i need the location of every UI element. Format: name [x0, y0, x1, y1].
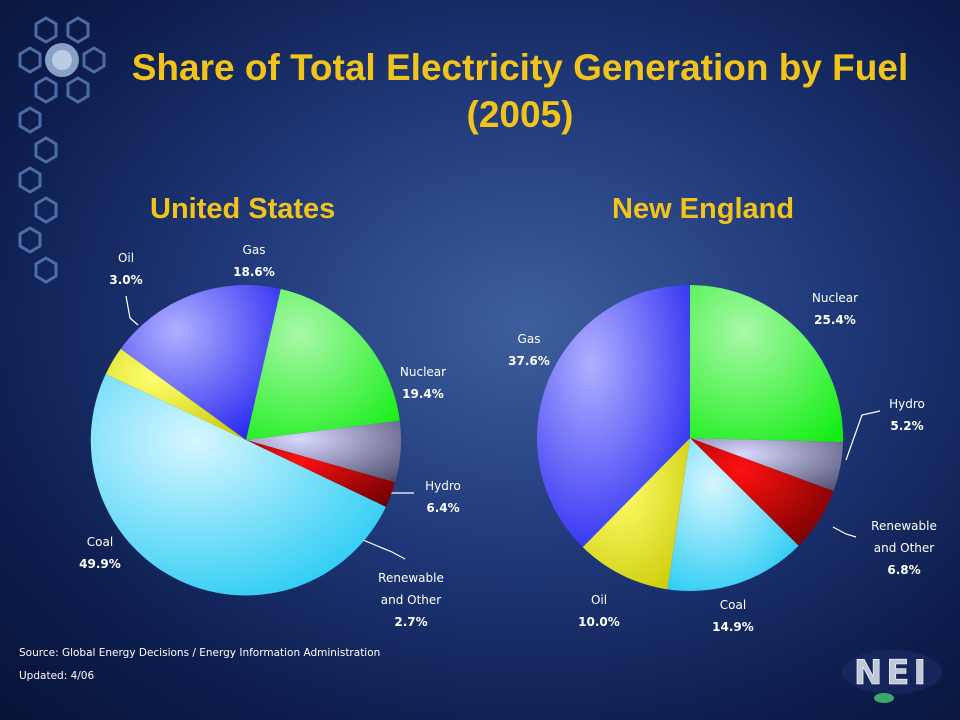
us-slice-renewableandother	[246, 440, 396, 507]
us-label-hydro: Hydro	[425, 479, 461, 493]
us-value-gas: 18.6%	[233, 265, 275, 279]
ne-label-nuclear: Nuclear	[812, 291, 858, 305]
us-value-oil: 3.0%	[109, 273, 142, 287]
us-slice-nuclear	[246, 288, 400, 440]
us-chart-title: United States	[150, 193, 336, 225]
updated-note: Updated: 4/06	[19, 670, 95, 682]
ne-slice-nuclear	[690, 285, 844, 443]
us-value-coal: 49.9%	[79, 557, 121, 571]
source-note: Source: Global Energy Decisions / Energy…	[19, 647, 381, 659]
us-value-renewableandother: 2.7%	[394, 615, 427, 629]
ne-label-oil: Oil	[591, 593, 607, 607]
ne-leader-line-renewableandother	[832, 526, 857, 538]
nei-logo-text: NEI	[854, 653, 930, 693]
ne-value-gas: 37.6%	[508, 354, 550, 368]
us-label-renewableandother-line-2: and Other	[381, 593, 442, 607]
us-leader-line-renewableandother	[362, 539, 406, 560]
ne-value-hydro: 5.2%	[890, 419, 923, 433]
us-label-renewableandother-line-1: Renewable	[378, 571, 444, 585]
ne-label-renewableandother-line-2: and Other	[874, 541, 935, 555]
us-slice-hydro	[246, 420, 402, 483]
us-leader-line-oil	[125, 295, 139, 326]
us-label-oil: Oil	[118, 251, 134, 265]
ne-value-coal: 14.9%	[712, 620, 754, 634]
ne-slice-coal	[667, 438, 799, 591]
ne-slice-hydro	[690, 438, 843, 492]
ne-leader-line-hydro	[845, 410, 881, 461]
us-value-nuclear: 19.4%	[402, 387, 444, 401]
page-title: Share of Total Electricity Generation by…	[131, 47, 909, 135]
us-label-nuclear: Nuclear	[400, 365, 446, 379]
us-slice-gas	[120, 285, 281, 440]
us-slice-coal	[90, 374, 386, 596]
ne-slice-renewableandother	[690, 438, 834, 546]
ne-slice-gas	[536, 285, 690, 548]
us-value-hydro: 6.4%	[426, 501, 459, 515]
us-label-gas: Gas	[243, 243, 266, 257]
ne-value-renewableandother: 6.8%	[887, 563, 920, 577]
ne-label-hydro: Hydro	[889, 397, 925, 411]
ne-slice-oil	[582, 438, 690, 590]
ne-chart-title: New England	[612, 193, 795, 225]
ne-label-renewableandother-line-1: Renewable	[871, 519, 937, 533]
ne-value-nuclear: 25.4%	[814, 313, 856, 327]
hexagon-decoration-icon	[18, 16, 106, 284]
ne-label-gas: Gas	[518, 332, 541, 346]
nei-logo: NEI	[842, 650, 942, 703]
ne-label-coal: Coal	[720, 598, 746, 612]
us-slice-oil	[105, 348, 246, 440]
ne-value-oil: 10.0%	[578, 615, 620, 629]
us-label-coal: Coal	[87, 535, 113, 549]
